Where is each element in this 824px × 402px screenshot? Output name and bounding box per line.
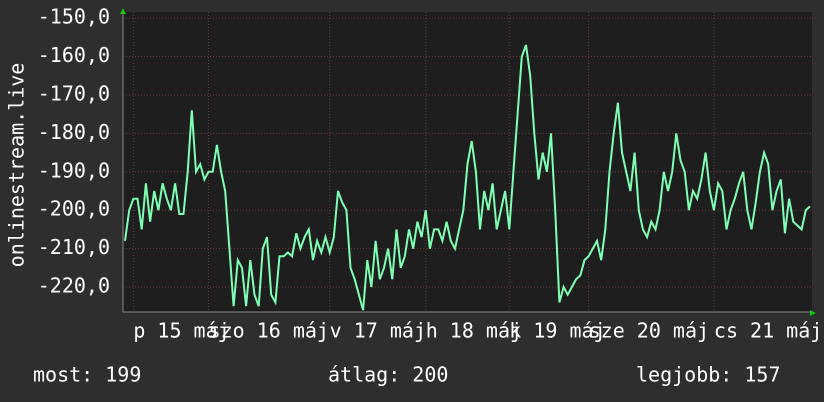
y-tick-label: -220,0 [38, 274, 110, 298]
y-tick-label: -150,0 [38, 5, 110, 29]
x-tick-label: sze 20 máj [589, 319, 709, 343]
footer-text: átlag: 200 [328, 363, 448, 387]
x-tick-label: k 19 máj [509, 319, 605, 343]
y-tick-label: -190,0 [38, 158, 110, 182]
data-line [124, 44, 811, 311]
y-tick-label: -160,0 [38, 43, 110, 67]
x-tick-label: p 15 máj [133, 319, 229, 343]
footer-text: most: 199 [33, 363, 141, 387]
x-tick-label: szo 16 máj [209, 319, 329, 343]
y-axis-label: onlinestream.live [5, 63, 29, 268]
x-tick-label: h 18 máj [426, 319, 522, 343]
axis-arrow [120, 8, 126, 14]
y-tick-label: -200,0 [38, 197, 110, 221]
y-tick-label: -180,0 [38, 120, 110, 144]
x-tick-label: cs 21 máj [714, 319, 822, 343]
y-tick-label: -210,0 [38, 235, 110, 259]
footer-text: legjobb: 157 [636, 363, 781, 387]
x-tick-label: v 17 máj [330, 319, 426, 343]
y-tick-label: -170,0 [38, 81, 110, 105]
